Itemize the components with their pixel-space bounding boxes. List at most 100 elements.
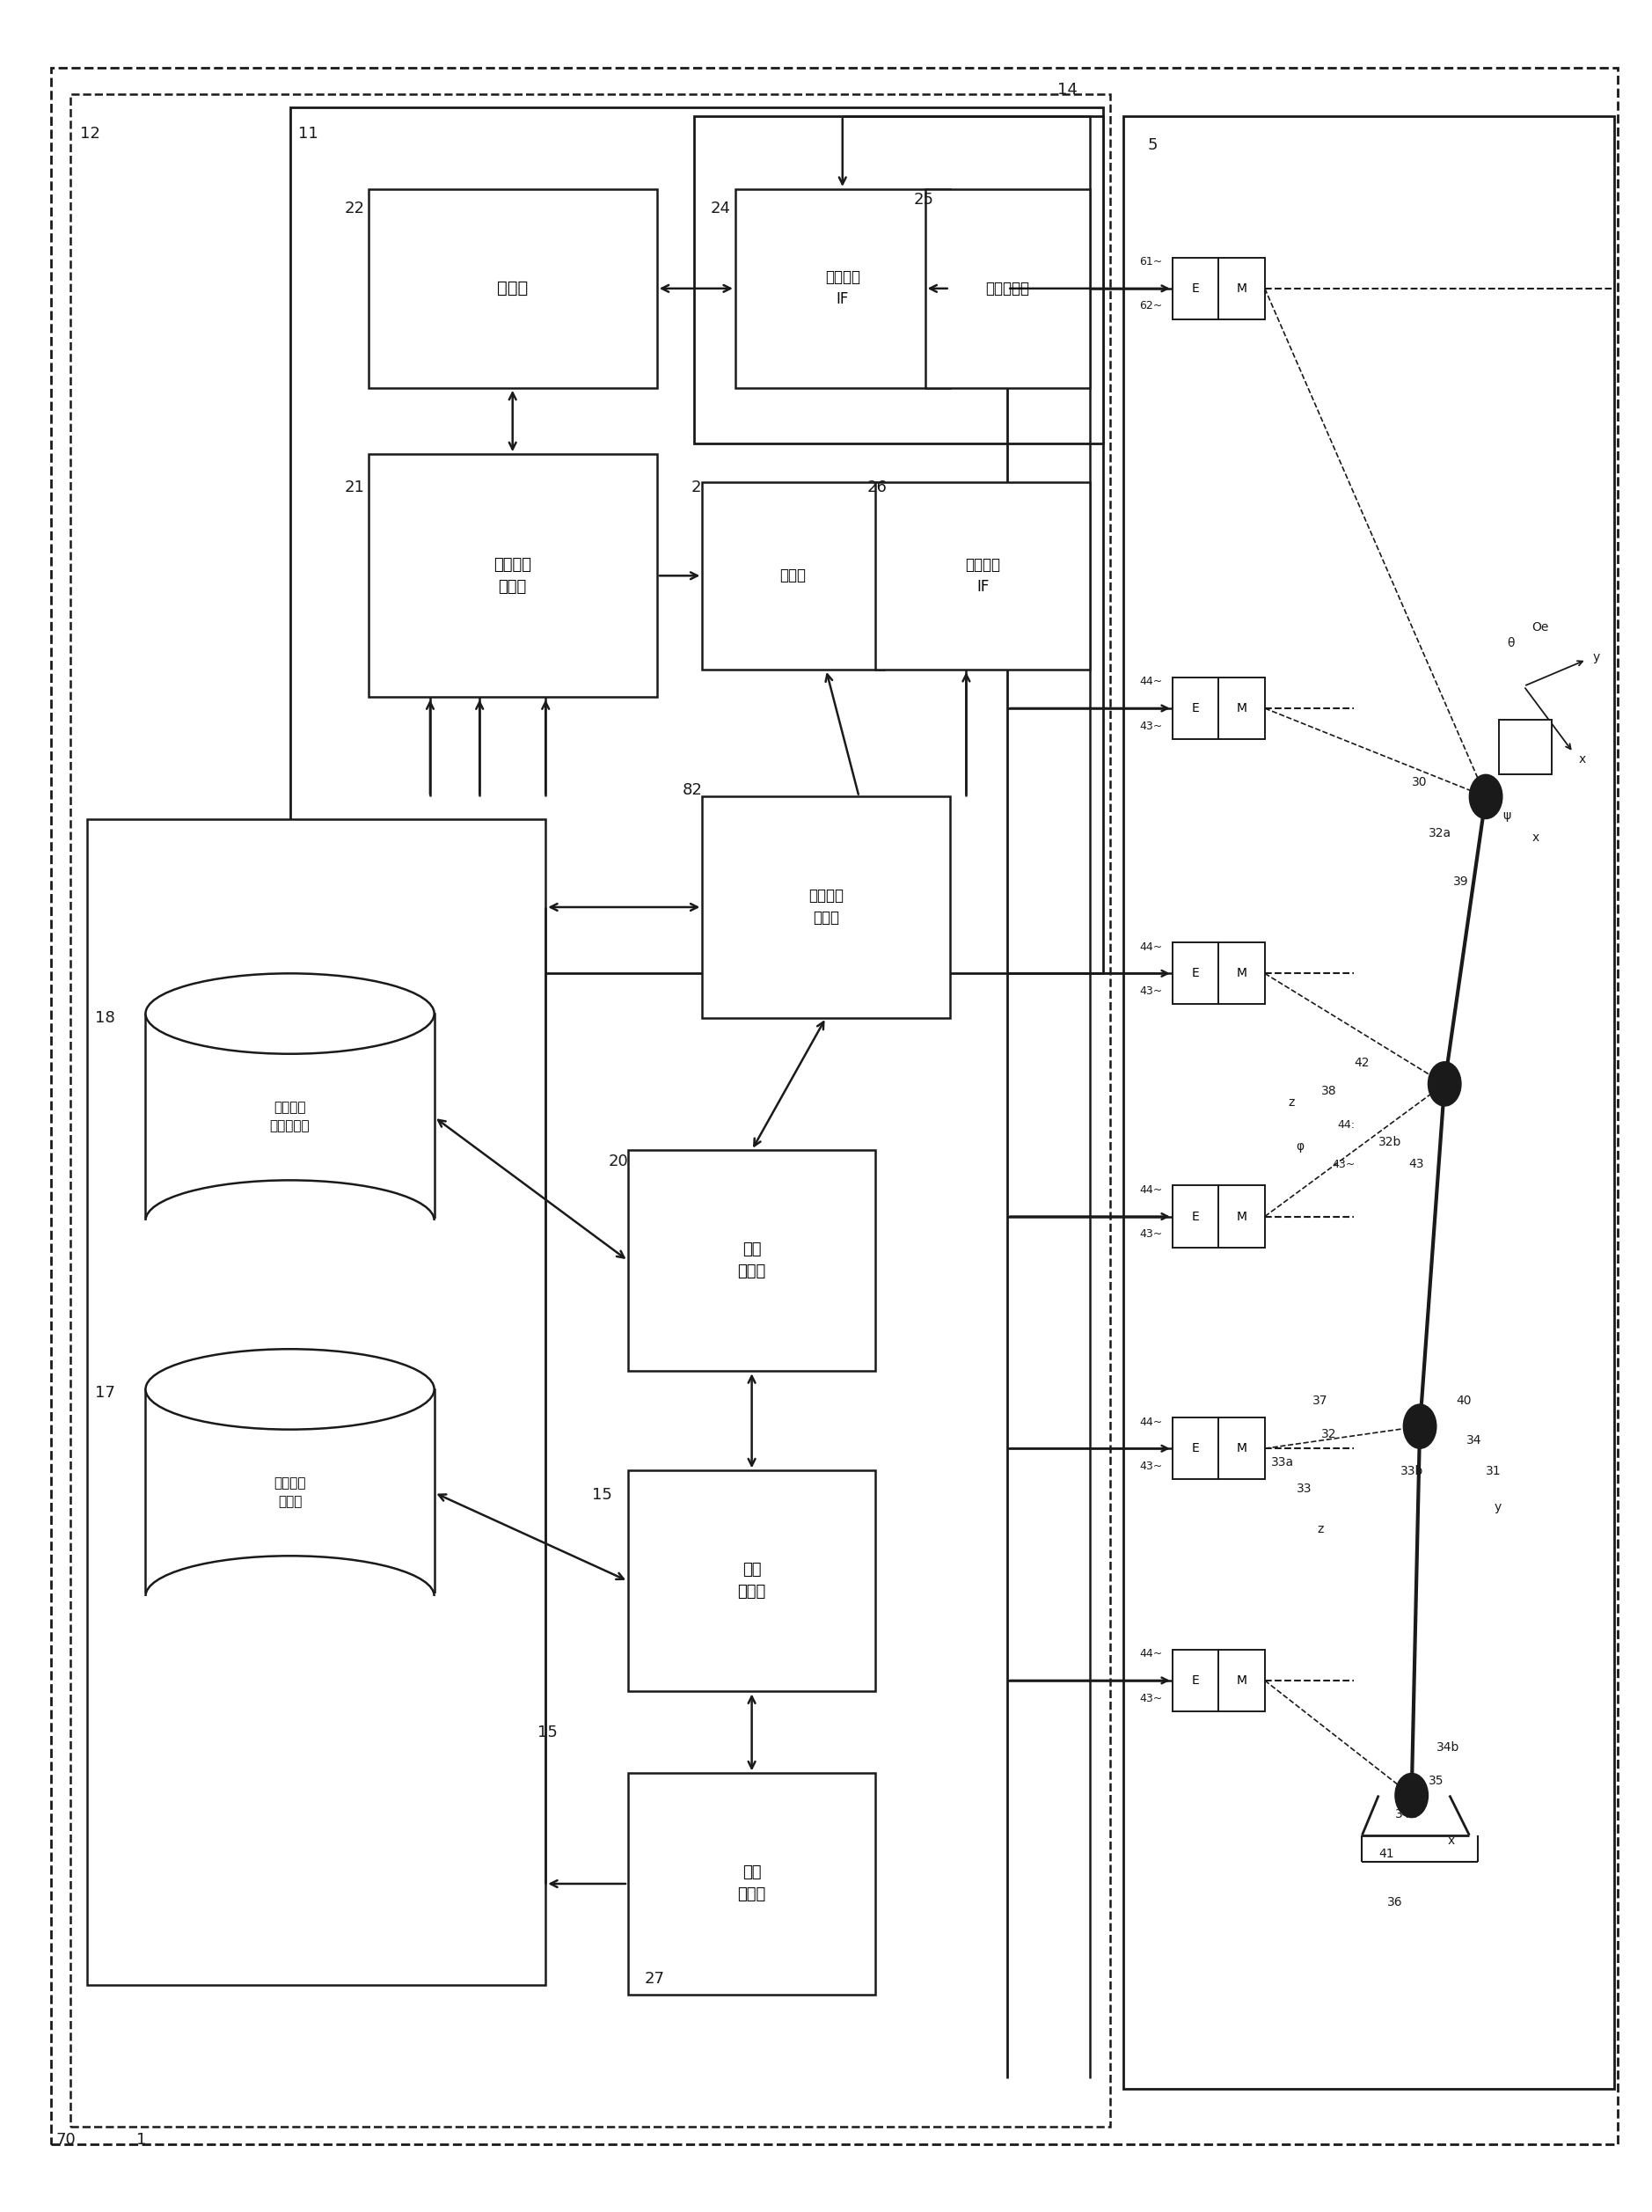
Text: 14: 14 xyxy=(1057,82,1077,97)
Bar xyxy=(1219,942,1265,1004)
Text: 17: 17 xyxy=(96,1385,116,1400)
Bar xyxy=(694,115,1104,442)
Ellipse shape xyxy=(145,973,434,1053)
Text: 37: 37 xyxy=(1313,1394,1328,1407)
Text: θ: θ xyxy=(1507,637,1515,648)
Bar xyxy=(1173,942,1219,1004)
Bar xyxy=(1219,1418,1265,1480)
Bar xyxy=(628,1150,876,1371)
Text: 44~: 44~ xyxy=(1140,1183,1163,1197)
Text: 44~: 44~ xyxy=(1140,677,1163,688)
Text: 43~: 43~ xyxy=(1140,1228,1163,1241)
Bar xyxy=(702,796,950,1018)
Bar xyxy=(1173,1650,1219,1712)
Text: 输入输出
IF: 输入输出 IF xyxy=(824,270,861,307)
Text: 21: 21 xyxy=(344,480,365,495)
Circle shape xyxy=(1403,1405,1436,1449)
Text: 24: 24 xyxy=(710,201,730,217)
Text: E: E xyxy=(1191,1442,1199,1455)
Bar xyxy=(1173,257,1219,319)
Text: 32: 32 xyxy=(1322,1427,1336,1440)
Text: 70: 70 xyxy=(56,2132,76,2148)
Text: 34b: 34b xyxy=(1436,1741,1459,1754)
Text: 44~: 44~ xyxy=(1140,940,1163,953)
Text: 控制部: 控制部 xyxy=(497,281,529,296)
Bar xyxy=(71,95,1110,2126)
Text: 43: 43 xyxy=(1408,1159,1424,1170)
Text: 27: 27 xyxy=(644,1971,664,1986)
Text: 22: 22 xyxy=(344,201,365,217)
Text: 61~: 61~ xyxy=(1140,257,1163,268)
Text: 82: 82 xyxy=(682,783,702,799)
Bar xyxy=(1219,677,1265,739)
Circle shape xyxy=(1394,1774,1427,1818)
Text: M: M xyxy=(1236,1442,1247,1455)
Bar xyxy=(925,188,1090,387)
Text: 12: 12 xyxy=(81,126,101,142)
Text: 44~: 44~ xyxy=(1140,1648,1163,1659)
Text: 电机驱动器: 电机驱动器 xyxy=(986,281,1029,296)
Text: 动作信息
数据库: 动作信息 数据库 xyxy=(274,1478,306,1509)
Text: E: E xyxy=(1191,1210,1199,1223)
Text: Oe: Oe xyxy=(1531,622,1550,633)
Text: 显示部: 显示部 xyxy=(780,568,806,584)
Text: M: M xyxy=(1236,1674,1247,1686)
Text: 控制参数
管理部: 控制参数 管理部 xyxy=(494,557,532,595)
Bar xyxy=(140,1221,439,1267)
Text: E: E xyxy=(1191,701,1199,714)
Bar xyxy=(1498,719,1551,774)
Text: 31: 31 xyxy=(1485,1464,1502,1478)
Text: 20: 20 xyxy=(608,1152,628,1170)
Text: x: x xyxy=(1578,752,1586,765)
Text: 30: 30 xyxy=(1411,776,1427,787)
Text: E: E xyxy=(1191,283,1199,294)
Text: 33: 33 xyxy=(1297,1482,1312,1495)
Text: 26: 26 xyxy=(867,480,887,495)
Text: M: M xyxy=(1236,283,1247,294)
Text: φ: φ xyxy=(1297,1141,1303,1152)
Text: z: z xyxy=(1289,1097,1295,1108)
Text: 39: 39 xyxy=(1452,876,1469,887)
Text: 动作
指令部: 动作 指令部 xyxy=(737,1865,767,1902)
Text: 25: 25 xyxy=(914,192,933,208)
Bar xyxy=(142,1219,438,1265)
Text: 动作
矫正部: 动作 矫正部 xyxy=(737,1241,767,1279)
Text: 43~: 43~ xyxy=(1140,1460,1163,1471)
Text: y: y xyxy=(1593,650,1601,664)
Bar xyxy=(368,453,657,697)
Text: 43~: 43~ xyxy=(1333,1159,1356,1170)
Text: 动作矫正
信息数据库: 动作矫正 信息数据库 xyxy=(269,1102,311,1133)
Text: 32a: 32a xyxy=(1427,827,1450,838)
Bar xyxy=(628,1774,876,1995)
Bar xyxy=(368,188,657,387)
Text: 44~: 44~ xyxy=(1140,1416,1163,1427)
Text: 43~: 43~ xyxy=(1140,721,1163,732)
Text: 44:: 44: xyxy=(1338,1119,1355,1130)
Text: 62~: 62~ xyxy=(1140,301,1163,312)
Text: M: M xyxy=(1236,701,1247,714)
Bar xyxy=(735,188,950,387)
Text: 数据输入
IF: 数据输入 IF xyxy=(965,557,1001,595)
Bar xyxy=(1219,257,1265,319)
Bar xyxy=(140,1597,439,1644)
Text: E: E xyxy=(1191,967,1199,980)
Circle shape xyxy=(1427,1062,1460,1106)
Text: 40: 40 xyxy=(1455,1394,1472,1407)
Text: 43~: 43~ xyxy=(1140,984,1163,998)
Text: 33a: 33a xyxy=(1272,1455,1295,1469)
Text: 11: 11 xyxy=(297,126,319,142)
Circle shape xyxy=(1469,774,1502,818)
Text: 18: 18 xyxy=(96,1009,116,1026)
Text: M: M xyxy=(1236,967,1247,980)
Text: 5: 5 xyxy=(1148,137,1158,153)
Ellipse shape xyxy=(145,1349,434,1429)
Bar xyxy=(702,482,884,670)
Text: x: x xyxy=(1447,1834,1455,1847)
Bar xyxy=(1173,1418,1219,1480)
Bar xyxy=(1219,1650,1265,1712)
Text: 42: 42 xyxy=(1355,1057,1370,1068)
Bar xyxy=(289,106,1104,973)
Text: 2: 2 xyxy=(691,480,700,495)
Text: 33b: 33b xyxy=(1399,1464,1424,1478)
Text: 43~: 43~ xyxy=(1140,1692,1163,1703)
